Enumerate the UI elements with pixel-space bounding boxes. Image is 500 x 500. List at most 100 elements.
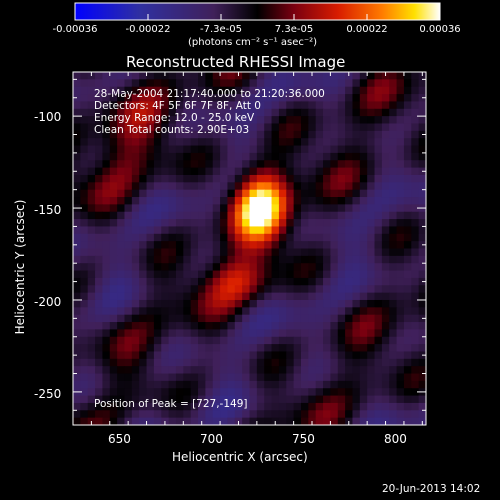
heatmap-cell <box>359 351 368 360</box>
heatmap-cell <box>411 270 420 279</box>
heatmap-cell <box>308 402 317 411</box>
heatmap-cell <box>352 285 361 294</box>
heatmap-cell <box>124 197 133 205</box>
heatmap-cell <box>249 86 258 95</box>
heatmap-cell <box>80 351 89 360</box>
heatmap-cell <box>146 358 155 367</box>
heatmap-cell <box>249 248 258 257</box>
heatmap-cell <box>337 226 346 235</box>
heatmap-cell <box>249 299 258 308</box>
heatmap-cell <box>264 101 273 110</box>
heatmap-cell <box>345 373 354 382</box>
heatmap-cell <box>242 241 251 250</box>
heatmap-cell <box>381 351 390 360</box>
heatmap-cell <box>337 358 346 367</box>
heatmap-cell <box>95 197 104 205</box>
heatmap-cell <box>300 358 309 367</box>
heatmap-cell <box>87 358 96 367</box>
heatmap-cell <box>264 197 273 205</box>
heatmap-cell <box>300 204 309 213</box>
heatmap-cell <box>175 108 184 117</box>
heatmap-cell <box>300 130 309 139</box>
heatmap-cell <box>183 336 192 345</box>
heatmap-cell <box>359 94 368 103</box>
heatmap-cell <box>153 241 162 250</box>
heatmap-cell <box>183 292 192 301</box>
heatmap-cell <box>418 255 426 264</box>
heatmap-cell <box>286 366 295 375</box>
heatmap-cell <box>175 138 184 147</box>
heatmap-cell <box>183 263 192 272</box>
heatmap-cell <box>374 351 383 360</box>
heatmap-cell <box>131 86 140 95</box>
heatmap-cell <box>345 167 354 176</box>
heatmap-cell <box>256 263 265 272</box>
heatmap-cell <box>87 285 96 294</box>
heatmap-cell <box>256 130 265 139</box>
heatmap-cell <box>227 108 236 117</box>
heatmap-cell <box>205 211 214 220</box>
heatmap-cell <box>80 322 89 330</box>
heatmap-cell <box>80 270 89 279</box>
heatmap-cell <box>337 160 346 169</box>
heatmap-cell <box>264 344 273 353</box>
heatmap-cell <box>389 292 398 301</box>
heatmap-cell <box>389 233 398 242</box>
heatmap-cell <box>87 79 96 88</box>
heatmap-cell <box>205 299 214 308</box>
heatmap-cell <box>374 417 383 425</box>
heatmap-cell <box>352 248 361 257</box>
heatmap-cell <box>95 182 104 191</box>
heatmap-cell <box>168 94 177 103</box>
heatmap-cell <box>161 226 170 235</box>
heatmap-cell <box>139 358 148 367</box>
heatmap-cell <box>300 79 309 88</box>
heatmap-cell <box>271 373 280 382</box>
heatmap-cell <box>249 101 258 110</box>
heatmap-cell <box>73 263 81 272</box>
heatmap-cell <box>175 344 184 353</box>
heatmap-cell <box>227 211 236 220</box>
heatmap-cell <box>153 226 162 235</box>
heatmap-cell <box>131 167 140 176</box>
heatmap-cell <box>175 277 184 286</box>
heatmap-cell <box>367 94 376 103</box>
heatmap-cell <box>190 366 199 375</box>
heatmap-cell <box>242 388 251 397</box>
heatmap-cell <box>190 130 199 139</box>
heatmap-cell <box>256 373 265 382</box>
heatmap-cell <box>323 277 331 286</box>
heatmap-cell <box>396 145 405 154</box>
heatmap-cell <box>330 366 339 375</box>
heatmap-cell <box>286 395 295 404</box>
heatmap-cell <box>153 72 162 80</box>
heatmap-cell <box>87 204 96 213</box>
heatmap-cell <box>367 336 376 345</box>
heatmap-cell <box>345 94 354 103</box>
heatmap-cell <box>168 72 177 80</box>
heatmap-cell <box>102 277 111 286</box>
heatmap-cell <box>403 204 412 213</box>
heatmap-cell <box>117 366 126 375</box>
heatmap-cell <box>278 388 287 397</box>
heatmap-cell <box>418 138 426 147</box>
heatmap-cell <box>109 79 118 88</box>
heatmap-cell <box>367 152 376 161</box>
heatmap-cell <box>264 373 273 382</box>
heatmap-cell <box>278 307 287 316</box>
heatmap-cell <box>220 79 229 88</box>
heatmap-cell <box>139 145 148 154</box>
heatmap-cell <box>242 138 251 147</box>
heatmap-cell <box>220 410 229 419</box>
heatmap-cell <box>117 123 126 132</box>
heatmap-cell <box>352 204 361 213</box>
heatmap-cell <box>345 226 354 235</box>
heatmap-cell <box>286 373 295 382</box>
heatmap-cell <box>323 138 331 147</box>
heatmap-cell <box>374 322 383 330</box>
heatmap-cell <box>389 130 398 139</box>
heatmap-cell <box>418 189 426 198</box>
heatmap-cell <box>212 233 221 242</box>
heatmap-cell <box>102 204 111 213</box>
heatmap-cell <box>264 211 273 220</box>
